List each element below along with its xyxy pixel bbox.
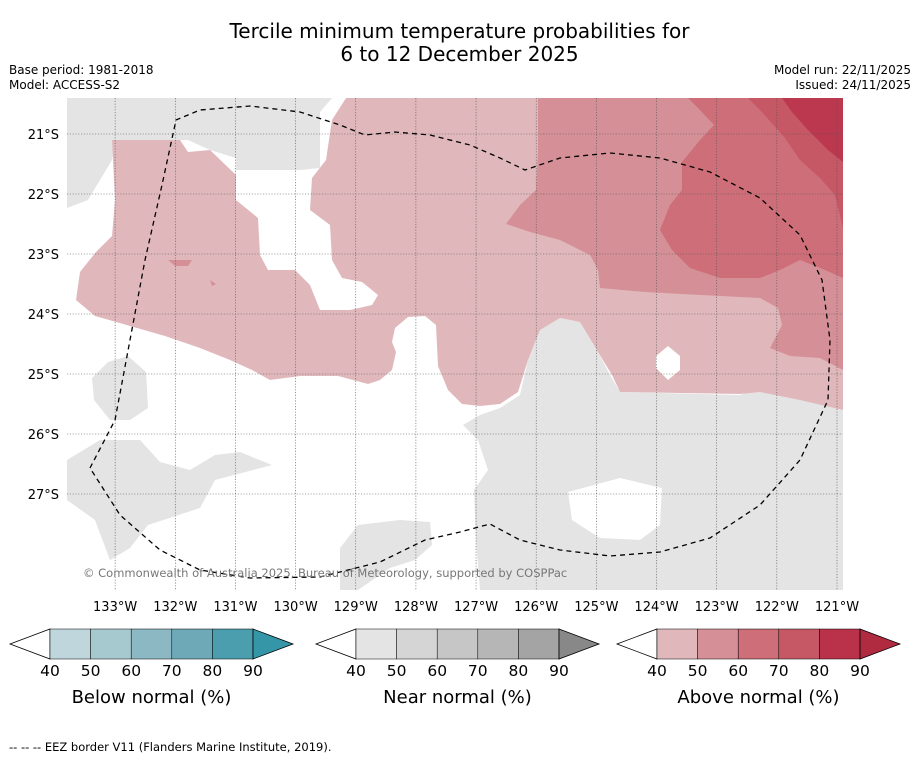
- y-tick-label: 22°S: [28, 188, 59, 203]
- x-tick-label: 130°W: [274, 600, 318, 615]
- model-run: Model run: 22/11/2025: [773, 63, 911, 77]
- colorbar-tick-label: 90: [850, 662, 870, 680]
- x-tick-label: 124°W: [634, 600, 678, 615]
- colorbar-under-triangle: [314, 628, 357, 660]
- x-tick-label: 121°W: [815, 600, 859, 615]
- colorbar-segment: [737, 628, 780, 660]
- colorbar-under-triangle: [8, 628, 51, 660]
- near-normal-region: [340, 520, 432, 590]
- x-tick-label: 123°W: [695, 600, 739, 615]
- colorbar-tick-label: 40: [40, 662, 60, 680]
- near-normal-region: [67, 440, 272, 560]
- copyright-text: © Commonwealth of Australia 2025, Bureau…: [83, 566, 567, 580]
- colorbar-over-triangle: [252, 628, 295, 660]
- grid-lines: [67, 98, 843, 590]
- near-normal-region: [92, 356, 148, 420]
- map-area: [67, 98, 843, 590]
- issued-date: Issued: 24/11/2025: [795, 78, 911, 92]
- colorbar-title: Near normal (%): [383, 687, 532, 708]
- colorbar-tick-label: 90: [549, 662, 569, 680]
- colorbar-tick-label: 70: [468, 662, 488, 680]
- colorbar-segment: [518, 628, 560, 660]
- colorbar-tick-label: 80: [810, 662, 830, 680]
- colorbar-tick-label: 70: [769, 662, 789, 680]
- colorbar-tick-label: 60: [427, 662, 447, 680]
- colorbar-under-triangle: [615, 628, 658, 660]
- x-tick-label: 128°W: [394, 600, 438, 615]
- colorbar-tick-label: 40: [647, 662, 667, 680]
- y-axis-ticks: 21°S 22°S 23°S 24°S 25°S 26°S 27°S: [28, 128, 59, 503]
- x-tick-label: 132°W: [153, 600, 197, 615]
- x-tick-label: 129°W: [334, 600, 378, 615]
- colorbar-segment: [436, 628, 479, 660]
- colorbar-tick-label: 70: [162, 662, 182, 680]
- colorbar-segment: [697, 628, 739, 660]
- colorbar-tick-label: 60: [121, 662, 141, 680]
- colorbar-segment: [90, 628, 132, 660]
- x-tick-label: 127°W: [454, 600, 498, 615]
- above-normal-80-region: [782, 98, 843, 162]
- colorbar-segment: [212, 628, 254, 660]
- y-tick-label: 24°S: [28, 308, 59, 323]
- colorbar-tick-label: 50: [688, 662, 708, 680]
- y-tick-label: 25°S: [28, 368, 59, 383]
- chart-title-line2: 6 to 12 December 2025: [340, 42, 579, 66]
- colorbar-over-triangle: [859, 628, 902, 660]
- colorbar-segment: [49, 628, 91, 660]
- x-axis-ticks: 133°W 132°W 131°W 130°W 129°W 128°W 127°W 126°W…: [93, 600, 859, 615]
- near-normal-region: [67, 98, 332, 208]
- colorbar-below: 40 50 60 70 80 90 Below normal (%): [8, 628, 295, 708]
- base-period: Base period: 1981-2018: [9, 63, 154, 77]
- above-normal-50-patch: [210, 280, 216, 286]
- colorbar-tick-label: 80: [509, 662, 529, 680]
- colorbar-segment: [778, 628, 820, 660]
- colorbar-near: 40 50 60 70 80 90 Near normal (%): [314, 628, 601, 708]
- colorbar-tick-label: 50: [81, 662, 101, 680]
- x-tick-label: 133°W: [93, 600, 137, 615]
- colorbar-tick-label: 80: [203, 662, 223, 680]
- no-signal-region: [656, 346, 680, 380]
- colorbar-segment: [477, 628, 519, 660]
- x-tick-label: 122°W: [755, 600, 799, 615]
- colorbar-segment: [171, 628, 213, 660]
- y-tick-label: 27°S: [28, 488, 59, 503]
- colorbar-segment: [656, 628, 698, 660]
- colorbar-segment: [396, 628, 438, 660]
- colorbar-title: Above normal (%): [677, 687, 839, 708]
- x-tick-label: 125°W: [574, 600, 618, 615]
- model-name: Model: ACCESS-S2: [9, 78, 121, 92]
- colorbar-segment: [355, 628, 397, 660]
- colorbar-segment: [130, 628, 173, 660]
- colorbar-above: 40 50 60 70 80 90 Above normal (%): [615, 628, 902, 708]
- y-tick-label: 23°S: [28, 248, 59, 263]
- colorbar-tick-label: 90: [243, 662, 263, 680]
- above-normal-50-patch: [168, 260, 192, 266]
- chart-title-line1: Tercile minimum temperature probabilitie…: [229, 19, 690, 43]
- colorbar-over-triangle: [558, 628, 601, 660]
- x-tick-label: 131°W: [213, 600, 257, 615]
- colorbar-tick-label: 50: [387, 662, 407, 680]
- colorbars: 40 50 60 70 80 90 Below normal (%) 40 50 60 70 80 90…: [8, 628, 902, 708]
- colorbar-title: Below normal (%): [72, 687, 232, 708]
- colorbar-tick-label: 40: [346, 662, 366, 680]
- colorbar-tick-label: 60: [728, 662, 748, 680]
- y-tick-label: 21°S: [28, 128, 59, 143]
- x-tick-label: 126°W: [514, 600, 558, 615]
- near-normal-region: [463, 318, 843, 590]
- footnote: -- -- -- EEZ border V11 (Flanders Marine…: [9, 740, 332, 754]
- no-signal-region: [568, 478, 662, 540]
- y-tick-label: 26°S: [28, 428, 59, 443]
- colorbar-segment: [819, 628, 861, 660]
